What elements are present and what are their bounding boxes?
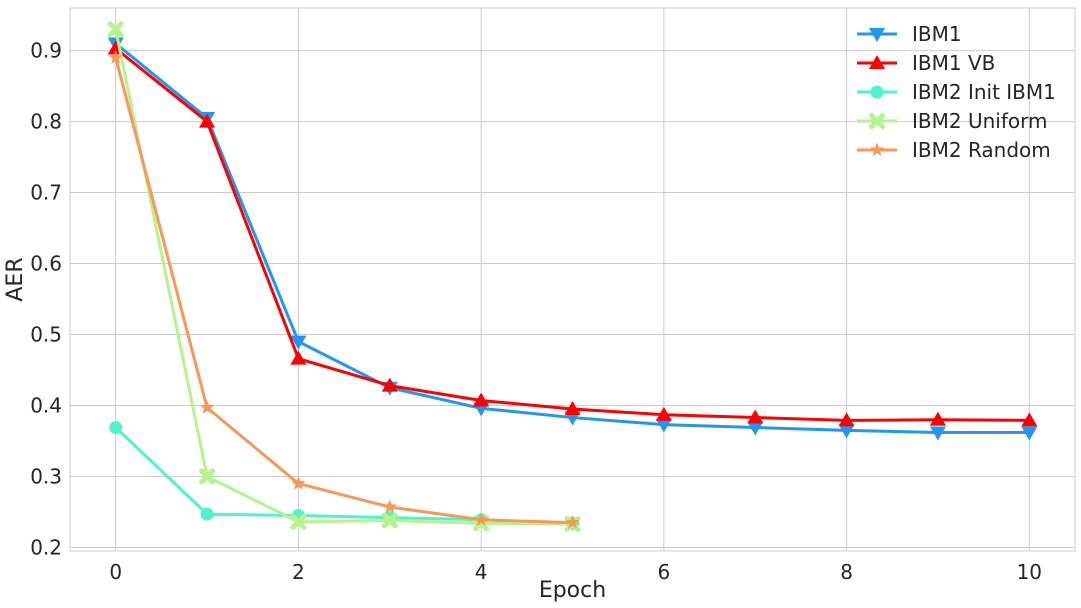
data-point: [564, 401, 581, 416]
data-point: [382, 499, 397, 514]
y-tick-label: 0.4: [30, 393, 62, 417]
x-tick-label: 6: [657, 560, 670, 584]
data-point: [107, 21, 124, 38]
legend-marker: [869, 113, 885, 129]
data-point: [199, 468, 216, 485]
data-point: [564, 411, 581, 426]
legend: IBM1 IBM1 VB IBM2 Init IBM1 IBM2 Uniform IBM…: [857, 22, 1056, 162]
x-axis-label: Epoch: [539, 578, 606, 603]
series-1: [107, 40, 1038, 427]
series-0: [107, 37, 1038, 441]
legend-marker: [869, 142, 885, 157]
y-tick-label: 0.3: [30, 464, 62, 488]
legend-label: IBM2 Init IBM1: [912, 80, 1056, 104]
y-tick-label: 0.9: [30, 39, 62, 63]
data-point: [929, 411, 946, 426]
legend-label: IBM2 Random: [912, 138, 1051, 162]
series-line: [114, 47, 1030, 422]
data-point: [838, 424, 855, 439]
series-4: [108, 50, 580, 529]
data-point: [291, 476, 306, 490]
tick-labels: 0 2 4 6 8 10 0.2 0.3 0.4 0.5 0.6 0.7 0.8 0.9: [30, 39, 1042, 584]
series-line: [114, 28, 573, 526]
series-2: [109, 420, 579, 530]
data-point: [290, 335, 307, 350]
data-point: [838, 412, 855, 427]
data-point: [290, 350, 307, 365]
series-layer: [107, 21, 1038, 533]
legend-marker: [869, 28, 885, 42]
data-point: [381, 512, 398, 529]
data-point: [655, 406, 672, 421]
data-point: [473, 392, 490, 407]
x-tick-label: 0: [109, 560, 122, 584]
y-tick-label: 0.5: [30, 323, 62, 347]
data-point: [199, 400, 215, 414]
y-tick-label: 0.6: [30, 252, 62, 276]
data-point: [199, 113, 216, 128]
legend-item: IBM1: [857, 22, 962, 46]
data-point: [747, 421, 764, 436]
data-point: [200, 507, 214, 521]
legend-label: IBM1 VB: [912, 51, 995, 75]
y-tick-label: 0.2: [30, 535, 62, 559]
legend-label: IBM2 Uniform: [912, 109, 1047, 133]
data-point: [108, 50, 123, 64]
data-point: [565, 515, 580, 529]
y-tick-label: 0.7: [30, 181, 62, 205]
series-line: [114, 57, 573, 525]
legend-item: IBM2 Init IBM1: [857, 80, 1056, 104]
data-point: [1021, 426, 1038, 441]
data-point: [655, 418, 672, 433]
data-point: [1021, 412, 1038, 427]
plot-frame: [69, 7, 1076, 552]
x-tick-label: 8: [840, 560, 853, 584]
x-tick-label: 10: [1017, 560, 1042, 584]
data-point: [290, 513, 307, 530]
legend-marker: [869, 55, 885, 69]
y-tick-label: 0.8: [30, 110, 62, 134]
data-point: [474, 512, 489, 526]
legend-item: IBM1 VB: [857, 51, 995, 75]
x-tick-label: 4: [475, 560, 488, 584]
data-point: [929, 426, 946, 441]
data-point: [747, 409, 764, 424]
legend-label: IBM1: [912, 22, 962, 46]
legend-marker: [870, 85, 884, 99]
data-point: [381, 377, 398, 392]
series-line: [114, 426, 573, 525]
legend-item: IBM2 Random: [857, 138, 1051, 162]
legend-item: IBM2 Uniform: [857, 109, 1047, 133]
y-axis-label: AER: [3, 257, 28, 301]
x-tick-label: 2: [292, 560, 305, 584]
data-point: [109, 420, 123, 434]
